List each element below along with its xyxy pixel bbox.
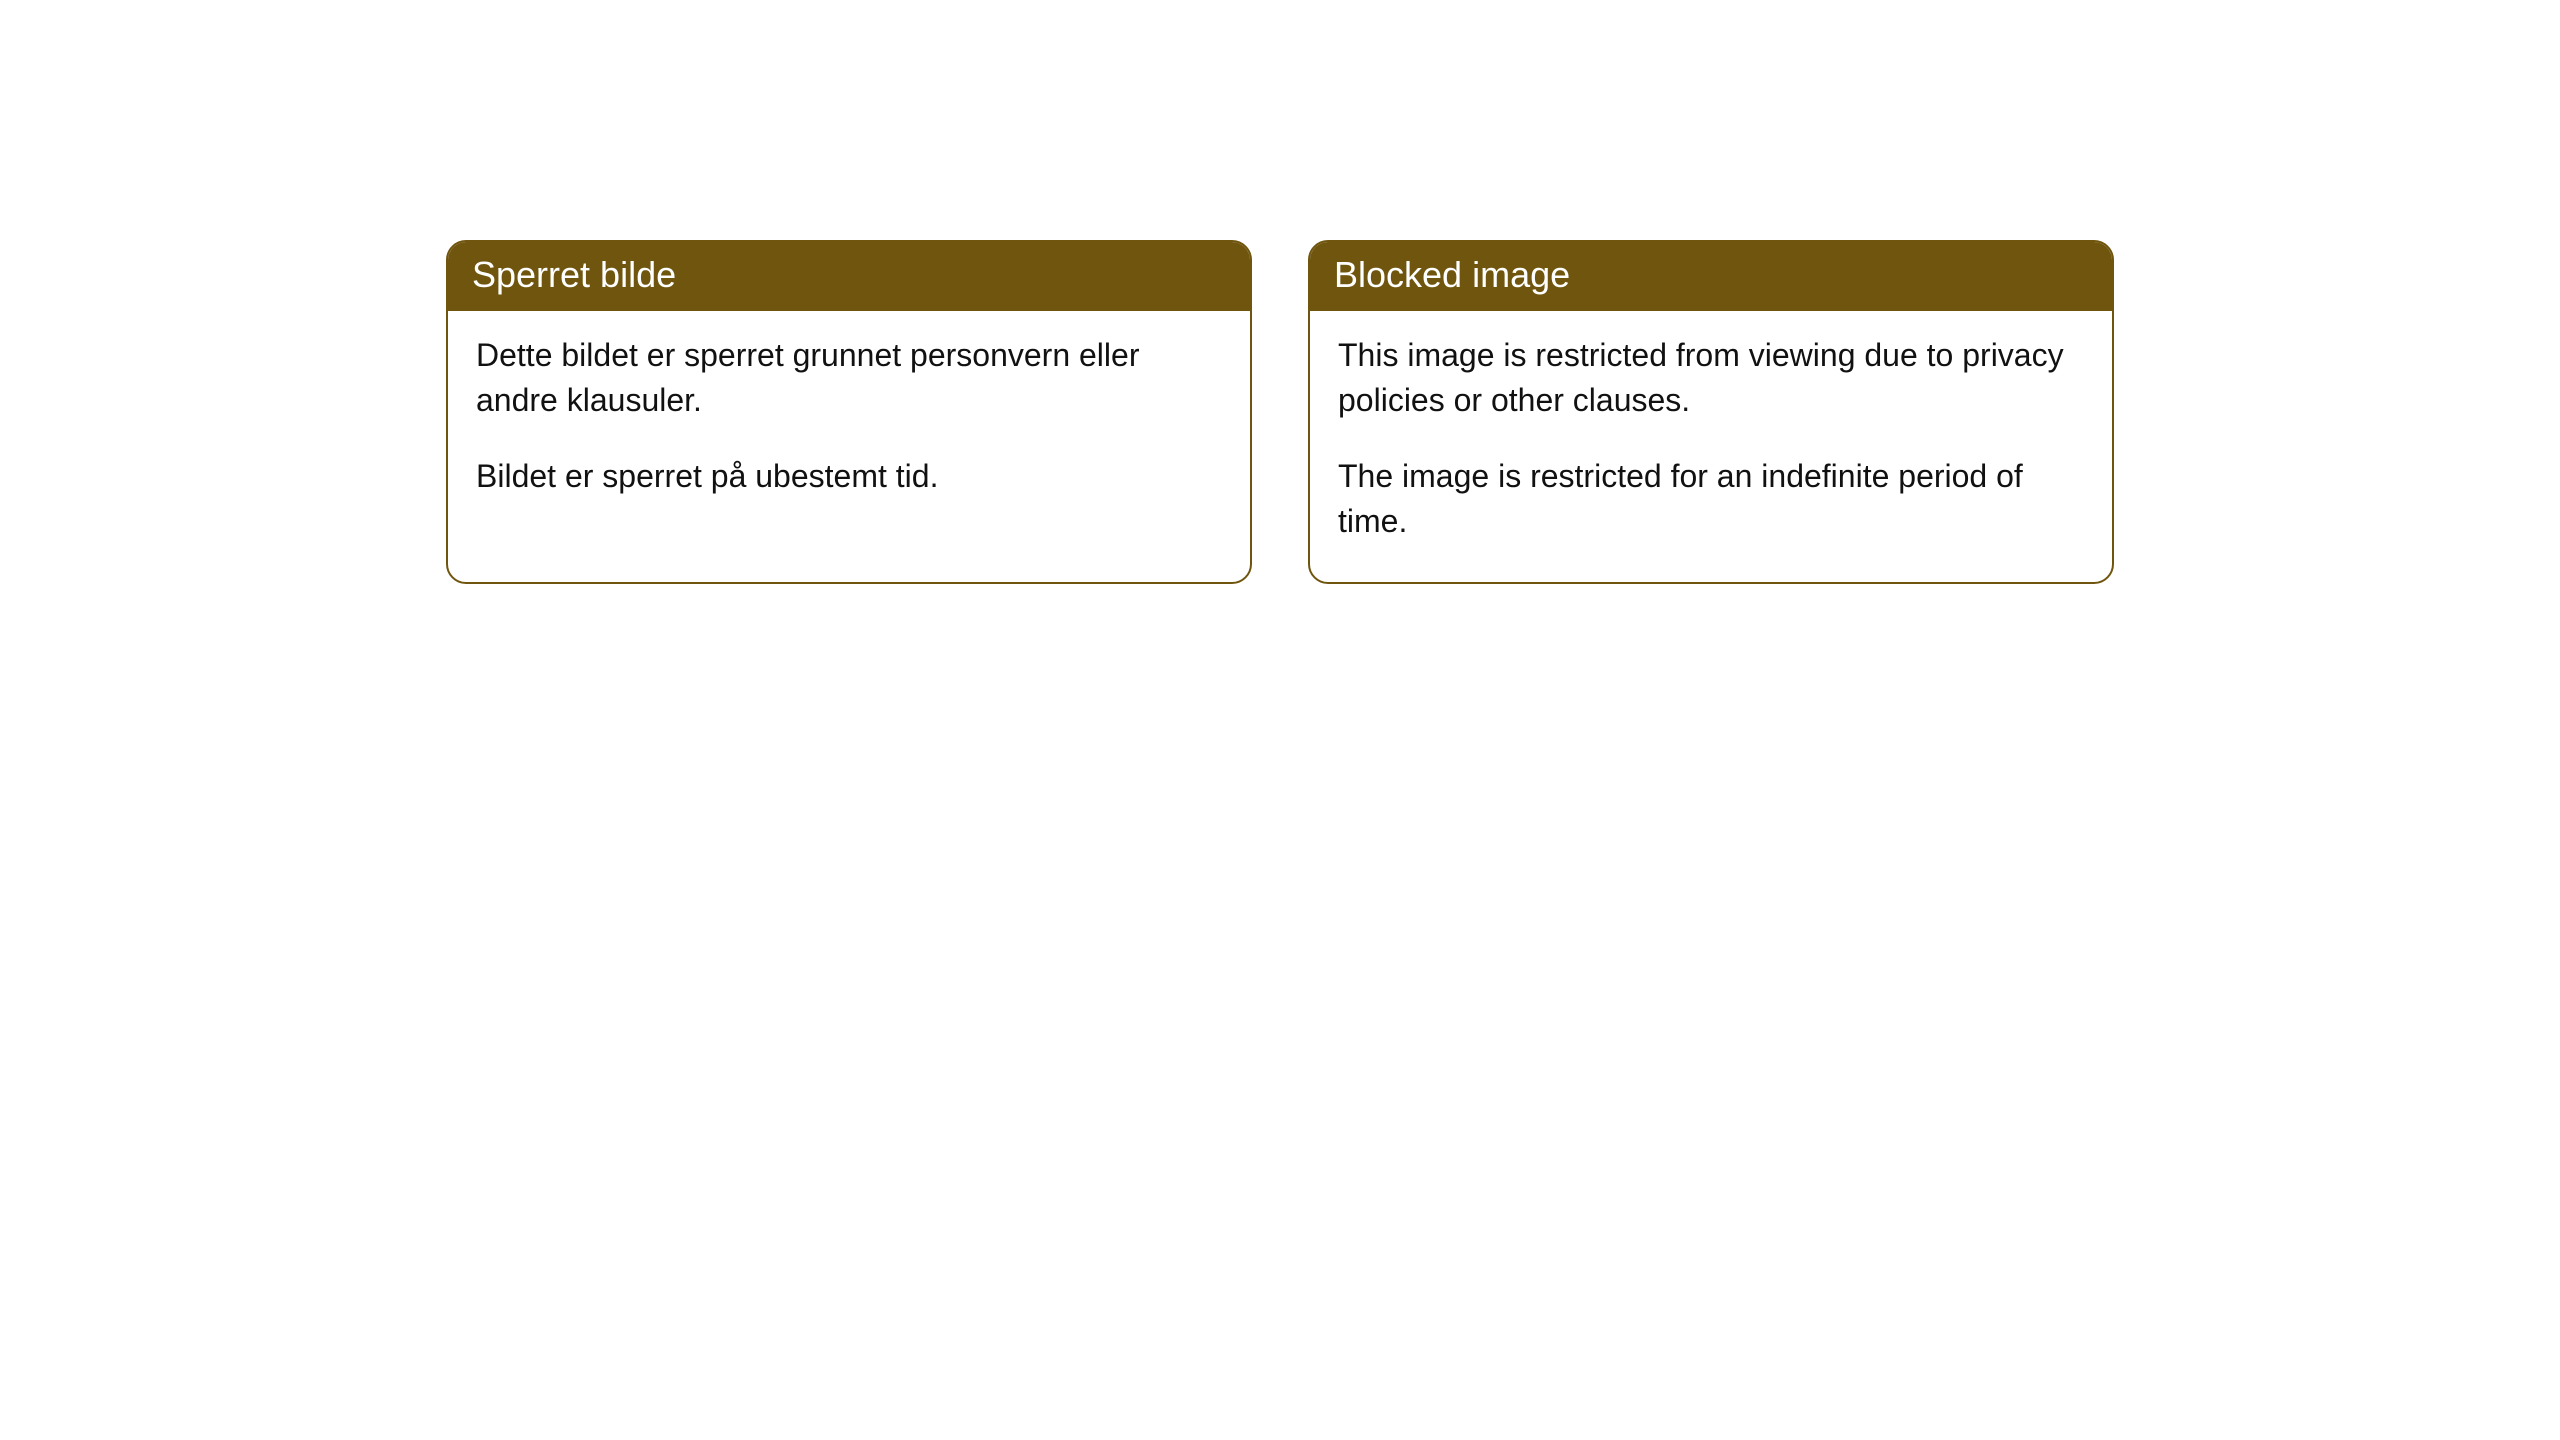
blocked-image-card-en-para1: This image is restricted from viewing du… bbox=[1338, 333, 2084, 423]
blocked-image-card-nb-para2: Bildet er sperret på ubestemt tid. bbox=[476, 454, 1222, 499]
blocked-image-card-nb-body: Dette bildet er sperret grunnet personve… bbox=[448, 311, 1250, 537]
blocked-image-card-en-para2: The image is restricted for an indefinit… bbox=[1338, 454, 2084, 544]
blocked-image-card-en-title: Blocked image bbox=[1310, 242, 2112, 311]
blocked-image-card-en: Blocked image This image is restricted f… bbox=[1308, 240, 2114, 584]
blocked-image-card-nb-title: Sperret bilde bbox=[448, 242, 1250, 311]
blocked-image-card-en-body: This image is restricted from viewing du… bbox=[1310, 311, 2112, 582]
blocked-image-card-nb-para1: Dette bildet er sperret grunnet personve… bbox=[476, 333, 1222, 423]
blocked-image-card-nb: Sperret bilde Dette bildet er sperret gr… bbox=[446, 240, 1252, 584]
notice-container: Sperret bilde Dette bildet er sperret gr… bbox=[0, 240, 2560, 584]
